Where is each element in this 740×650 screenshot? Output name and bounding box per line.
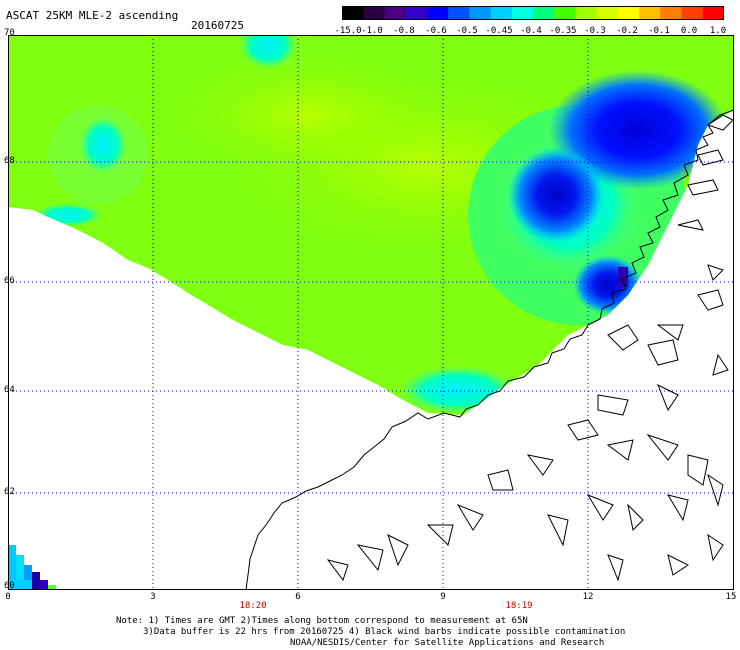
map-date: 20160725 (191, 19, 244, 32)
colorbar-tick-label: -0.4 (520, 26, 542, 36)
colorbar-swatch (617, 6, 640, 20)
time-label-1: 18:20 (239, 601, 267, 611)
colorbar-swatch (702, 6, 724, 20)
colorbar-border (342, 6, 724, 20)
lat-label-66: 66 (4, 276, 15, 286)
colorbar-tick-label: -0.2 (616, 26, 638, 36)
colorbar-tick-label: -1.0 (361, 26, 383, 36)
graticule (8, 35, 734, 590)
corner-data-patch (8, 545, 56, 590)
map-title: ASCAT 25KM MLE-2 ascending (6, 9, 179, 22)
colorbar-swatch (575, 6, 598, 20)
colorbar-swatch (448, 6, 470, 20)
lon-label-0: 0 (5, 592, 11, 602)
colorbar-swatch (554, 6, 577, 20)
colorbar-tick-label: -0.45 (485, 26, 513, 36)
colorbar-swatch (384, 6, 407, 20)
colorbar (342, 6, 724, 20)
time-label-2: 18:19 (505, 601, 533, 611)
colorbar-tick-label: -0.35 (549, 26, 577, 36)
lon-label-12: 12 (582, 592, 594, 602)
lat-label-62: 62 (4, 487, 15, 497)
colorbar-tick-label: 0.0 (680, 26, 698, 36)
colorbar-swatch (639, 6, 661, 20)
lon-label-15: 15 (725, 592, 737, 602)
note-line-3: NOAA/NESDIS/Center for Satellite Applica… (290, 638, 605, 648)
colorbar-swatch (469, 6, 492, 20)
lat-label-68: 68 (4, 156, 15, 166)
colorbar-swatch (511, 6, 534, 20)
colorbar-tick-label: -0.1 (648, 26, 670, 36)
wind-field (8, 35, 734, 415)
colorbar-tick-label: 1.0 (709, 26, 727, 36)
colorbar-swatch (342, 6, 364, 20)
lon-label-6: 6 (295, 592, 301, 602)
lat-label-70: 70 (4, 28, 15, 38)
colorbar-tick-label: -0.6 (425, 26, 447, 36)
note-line-2: 3)Data buffer is 22 hrs from 20160725 4)… (143, 627, 626, 637)
colorbar-swatch (681, 6, 704, 20)
colorbar-swatch (363, 6, 386, 20)
colorbar-tick-label: -15.0 (334, 26, 362, 36)
colorbar-swatch (405, 6, 428, 20)
colorbar-swatch (426, 6, 449, 20)
colorbar-swatch (596, 6, 619, 20)
map-frame (8, 35, 734, 590)
colorbar-swatch (660, 6, 683, 20)
lat-label-60: 60 (4, 581, 15, 591)
colorbar-swatch (533, 6, 555, 20)
lat-label-64: 64 (4, 385, 15, 395)
colorbar-tick-label: -0.5 (456, 26, 478, 36)
note-line-1: Note: 1) Times are GMT 2)Times along bot… (116, 616, 528, 626)
lon-label-3: 3 (150, 592, 156, 602)
colorbar-swatch (490, 6, 513, 20)
map-canvas (8, 35, 734, 590)
colorbar-tick-label: -0.8 (393, 26, 415, 36)
lon-label-9: 9 (440, 592, 446, 602)
colorbar-tick-label: -0.3 (584, 26, 606, 36)
